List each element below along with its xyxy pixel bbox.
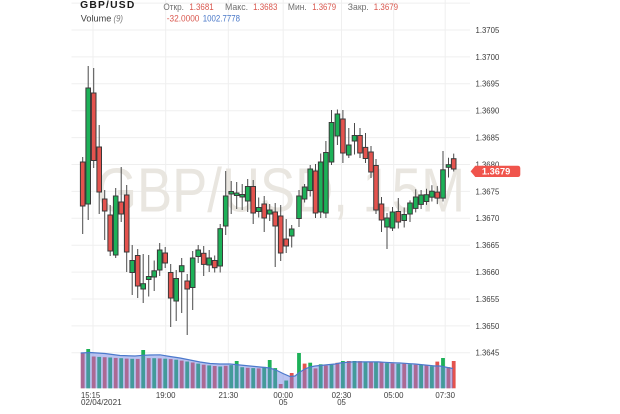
svg-text:1.3670: 1.3670	[476, 214, 500, 223]
svg-text:GBP/USD: GBP/USD	[80, 0, 134, 11]
svg-text:00:00: 00:00	[273, 391, 293, 400]
svg-text:1.3681: 1.3681	[189, 1, 213, 12]
svg-text:02/04/2021: 02/04/2021	[81, 398, 122, 407]
svg-text:1.3695: 1.3695	[476, 80, 500, 89]
svg-text:1.3705: 1.3705	[476, 26, 500, 35]
svg-text:21:30: 21:30	[219, 391, 239, 400]
svg-text:1.3700: 1.3700	[476, 53, 500, 62]
svg-text:1.3679: 1.3679	[374, 1, 398, 12]
svg-text:Мин.: Мин.	[288, 1, 307, 12]
svg-text:05: 05	[337, 398, 346, 407]
svg-text:Закр.: Закр.	[348, 1, 369, 12]
svg-text:Макс.: Макс.	[225, 1, 248, 12]
svg-text:1.3683: 1.3683	[253, 1, 277, 12]
svg-text:-32.0000: -32.0000	[167, 13, 200, 24]
svg-text:1.3679: 1.3679	[312, 1, 336, 12]
svg-text:1.3675: 1.3675	[476, 187, 500, 196]
svg-text:(9): (9)	[114, 13, 124, 24]
svg-text:1.3660: 1.3660	[476, 268, 500, 277]
svg-text:1.3679: 1.3679	[482, 167, 511, 177]
svg-text:1.3665: 1.3665	[476, 241, 500, 250]
svg-text:05: 05	[279, 398, 288, 407]
svg-text:Откр.: Откр.	[163, 1, 184, 12]
svg-text:07:30: 07:30	[435, 391, 455, 400]
svg-text:15:15: 15:15	[81, 391, 101, 400]
svg-text:19:00: 19:00	[156, 391, 176, 400]
svg-text:1.3690: 1.3690	[476, 107, 500, 116]
svg-text:1.3655: 1.3655	[476, 295, 500, 304]
svg-text:1.3645: 1.3645	[476, 349, 500, 358]
svg-text:1002.7778: 1002.7778	[203, 13, 240, 24]
svg-text:1.3680: 1.3680	[476, 160, 500, 169]
svg-text:1.3650: 1.3650	[476, 322, 500, 331]
svg-text:02:30: 02:30	[332, 391, 352, 400]
svg-text:Volume: Volume	[81, 13, 112, 24]
svg-text:05:00: 05:00	[384, 391, 404, 400]
svg-text:1.3685: 1.3685	[476, 134, 500, 143]
